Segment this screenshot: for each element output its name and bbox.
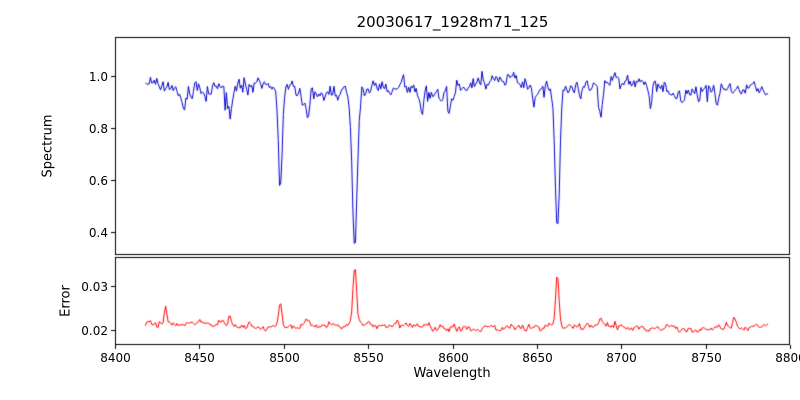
x-tick-label: 8550: [353, 351, 384, 365]
y-tick-label: 0.02: [81, 323, 108, 338]
y-tick-label: 0.6: [88, 173, 108, 188]
x-tick-label: 8400: [100, 351, 131, 365]
x-tick-label: 8450: [184, 351, 215, 365]
x-axis-label: Wavelength: [413, 366, 491, 381]
x-tick-label: 8750: [691, 351, 722, 365]
x-tick-label: 8600: [438, 351, 469, 365]
y-tick-label: 0.03: [81, 279, 108, 294]
y-axis-label-spectrum: Spectrum: [40, 114, 56, 178]
x-tick-label: 8500: [269, 351, 300, 365]
x-tick-label: 8650: [522, 351, 553, 365]
chart-title: 20030617_1928m71_125: [356, 13, 549, 31]
y-tick-label: 0.8: [88, 121, 108, 136]
y-tick-label: 0.4: [88, 225, 108, 240]
y-axis-label-error: Error: [58, 285, 74, 317]
x-tick-label: 8700: [606, 351, 637, 365]
y-tick-label: 1.0: [88, 69, 108, 84]
